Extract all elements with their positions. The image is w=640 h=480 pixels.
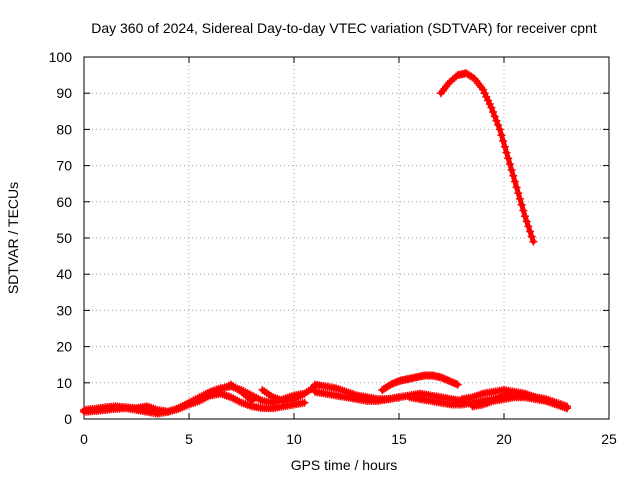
y-tick-label: 100 [49,49,73,65]
series-8 [378,371,462,395]
series-4 [206,389,309,413]
y-tick-label: 90 [56,85,72,101]
y-tick-label: 0 [64,411,72,427]
series-3 [80,380,256,416]
y-tick-label: 50 [56,230,72,246]
series-7 [311,387,403,405]
series-11 [468,393,571,413]
series-point-markers [311,387,403,405]
series-point-markers [378,371,462,395]
series-trace [438,70,536,245]
x-tick-label: 15 [391,431,407,447]
y-tick-label: 70 [56,158,72,174]
y-tick-label: 30 [56,302,72,318]
grid-lines [84,57,609,419]
axis-ticks: 0 5 10 15 20 25 0 10 20 30 40 50 60 70 80 90 100 [49,49,617,447]
y-tick-label: 60 [56,194,72,210]
series-point-markers [206,389,309,413]
y-tick-label: 40 [56,266,72,282]
data-series [80,69,571,418]
series-point-markers [468,393,571,413]
chart-title: Day 360 of 2024, Sidereal Day-to-day VTE… [91,20,597,36]
x-tick-label: 5 [185,431,193,447]
series-5 [258,382,319,405]
x-tick-label: 0 [80,431,88,447]
x-tick-label: 25 [601,431,617,447]
series-1 [437,69,538,246]
y-tick-label: 20 [56,339,72,355]
y-axis-label: SDTVAR / TECUs [5,182,21,294]
y-tick-label: 10 [56,375,72,391]
x-axis-label: GPS time / hours [291,457,398,473]
series-point-markers [437,69,538,246]
x-tick-label: 20 [496,431,512,447]
y-tick-label: 80 [56,121,72,137]
x-tick-label: 10 [286,431,302,447]
series-point-markers [258,382,319,405]
